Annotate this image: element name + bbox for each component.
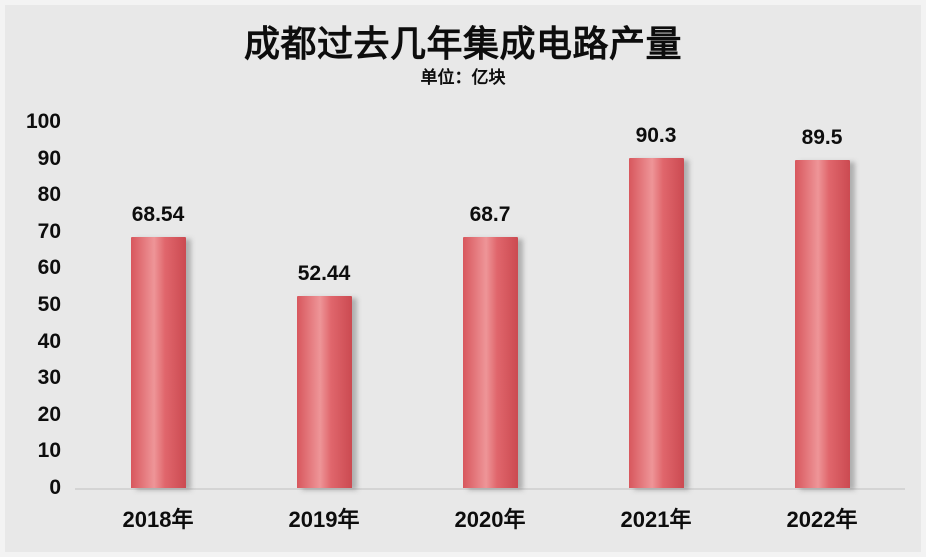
y-axis-tick-label: 40 [37, 329, 61, 353]
bar-value-label: 68.7 [469, 202, 511, 226]
x-axis-label: 2021年 [620, 507, 692, 532]
chart-subtitle: 单位：亿块 [420, 68, 506, 87]
y-axis-tick-label: 80 [37, 183, 61, 207]
bar-2022年 [794, 160, 850, 488]
y-axis-tick-label: 0 [49, 476, 61, 499]
bar-slot: 90.3 [573, 122, 739, 488]
y-axis-tick-label: 70 [37, 219, 61, 243]
bar-2021年 [628, 157, 684, 488]
y-axis-tick-label: 10 [37, 439, 61, 463]
bar-slot: 89.5 [739, 122, 905, 488]
bar-value-label: 90.3 [635, 123, 677, 147]
x-axis-label: 2018年 [122, 507, 194, 532]
plot-area: 68.54 52.44 68.7 90.3 89.5 [75, 122, 905, 490]
bar-slot: 52.44 [241, 122, 407, 488]
y-axis-tick-label: 50 [37, 293, 61, 316]
x-axis: 2018年 2019年 2020年 2021年 2022年 [75, 500, 905, 540]
bar-2018年 [130, 237, 186, 488]
y-axis-tick-label: 20 [37, 402, 61, 426]
y-axis-tick-label: 30 [37, 366, 61, 390]
bar-slot: 68.7 [407, 122, 573, 488]
y-axis-tick-label: 60 [37, 256, 61, 280]
y-axis: 100 90 80 70 60 50 40 30 20 10 0 [5, 110, 61, 499]
y-axis-tick-label: 90 [37, 146, 61, 170]
bar-value-label: 89.5 [801, 126, 843, 150]
x-axis-label: 2019年 [288, 507, 360, 532]
bar-slot: 68.54 [75, 122, 241, 488]
y-axis-tick-label: 100 [25, 110, 61, 133]
x-axis-label: 2020年 [454, 507, 526, 532]
bar-value-label: 68.54 [131, 203, 185, 227]
chart-title: 成都过去几年集成电路产量 [243, 23, 682, 64]
chart-panel: 成都过去几年集成电路产量 单位：亿块 100 90 80 70 60 50 40 30 20 10… [5, 5, 921, 552]
bar-value-label: 52.44 [297, 262, 351, 286]
bar-2020年 [462, 236, 518, 488]
bar-2019年 [296, 296, 352, 488]
x-axis-label: 2022年 [786, 507, 858, 532]
